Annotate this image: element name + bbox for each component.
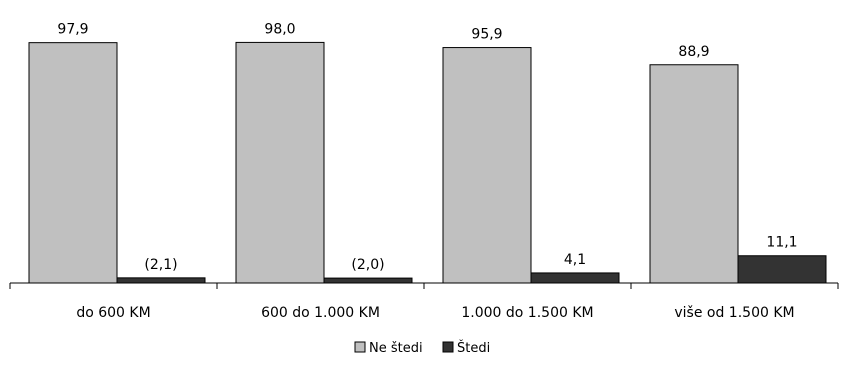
bar-ne-stedi-1: [235, 41, 325, 284]
legend-label-ne-stedi: Ne štedi: [369, 341, 423, 356]
bar-ne-stedi-3: [649, 64, 739, 284]
value-label-ne-stedi-2: 95,9: [471, 27, 502, 43]
bar-stedi-1: [323, 277, 413, 284]
legend-label-stedi: Štedi: [457, 340, 490, 356]
category-label-1: 600 do 1.000 KM: [261, 305, 380, 321]
x-axis: [9, 282, 839, 289]
bars-group: [28, 41, 827, 284]
category-labels-group: do 600 KM 600 do 1.000 KM 1.000 do 1.500 K…: [76, 305, 794, 321]
value-label-stedi-2: 4,1: [564, 252, 586, 268]
value-labels-group: 97,9 (2,1) 98,0 (2,0) 95,9 4,1 88,9 11,1: [57, 21, 797, 273]
category-label-3: više od 1.500 KM: [674, 305, 794, 321]
legend: Ne štedi Štedi: [354, 340, 490, 356]
category-label-2: 1.000 do 1.500 KM: [461, 305, 593, 321]
bar-stedi-3: [737, 255, 827, 284]
value-label-ne-stedi-1: 98,0: [264, 21, 295, 37]
value-label-stedi-1: (2,0): [351, 257, 384, 273]
value-label-stedi-3: 11,1: [766, 235, 797, 251]
bar-stedi-0: [116, 277, 206, 284]
value-label-stedi-0: (2,1): [144, 257, 177, 273]
value-label-ne-stedi-0: 97,9: [57, 22, 88, 38]
bar-ne-stedi-0: [28, 42, 118, 284]
legend-swatch-stedi: [442, 341, 454, 353]
bar-stedi-2: [530, 272, 620, 284]
value-label-ne-stedi-3: 88,9: [678, 44, 709, 60]
bar-ne-stedi-2: [442, 47, 532, 284]
legend-swatch-ne-stedi: [354, 341, 366, 353]
category-label-0: do 600 KM: [76, 305, 150, 321]
